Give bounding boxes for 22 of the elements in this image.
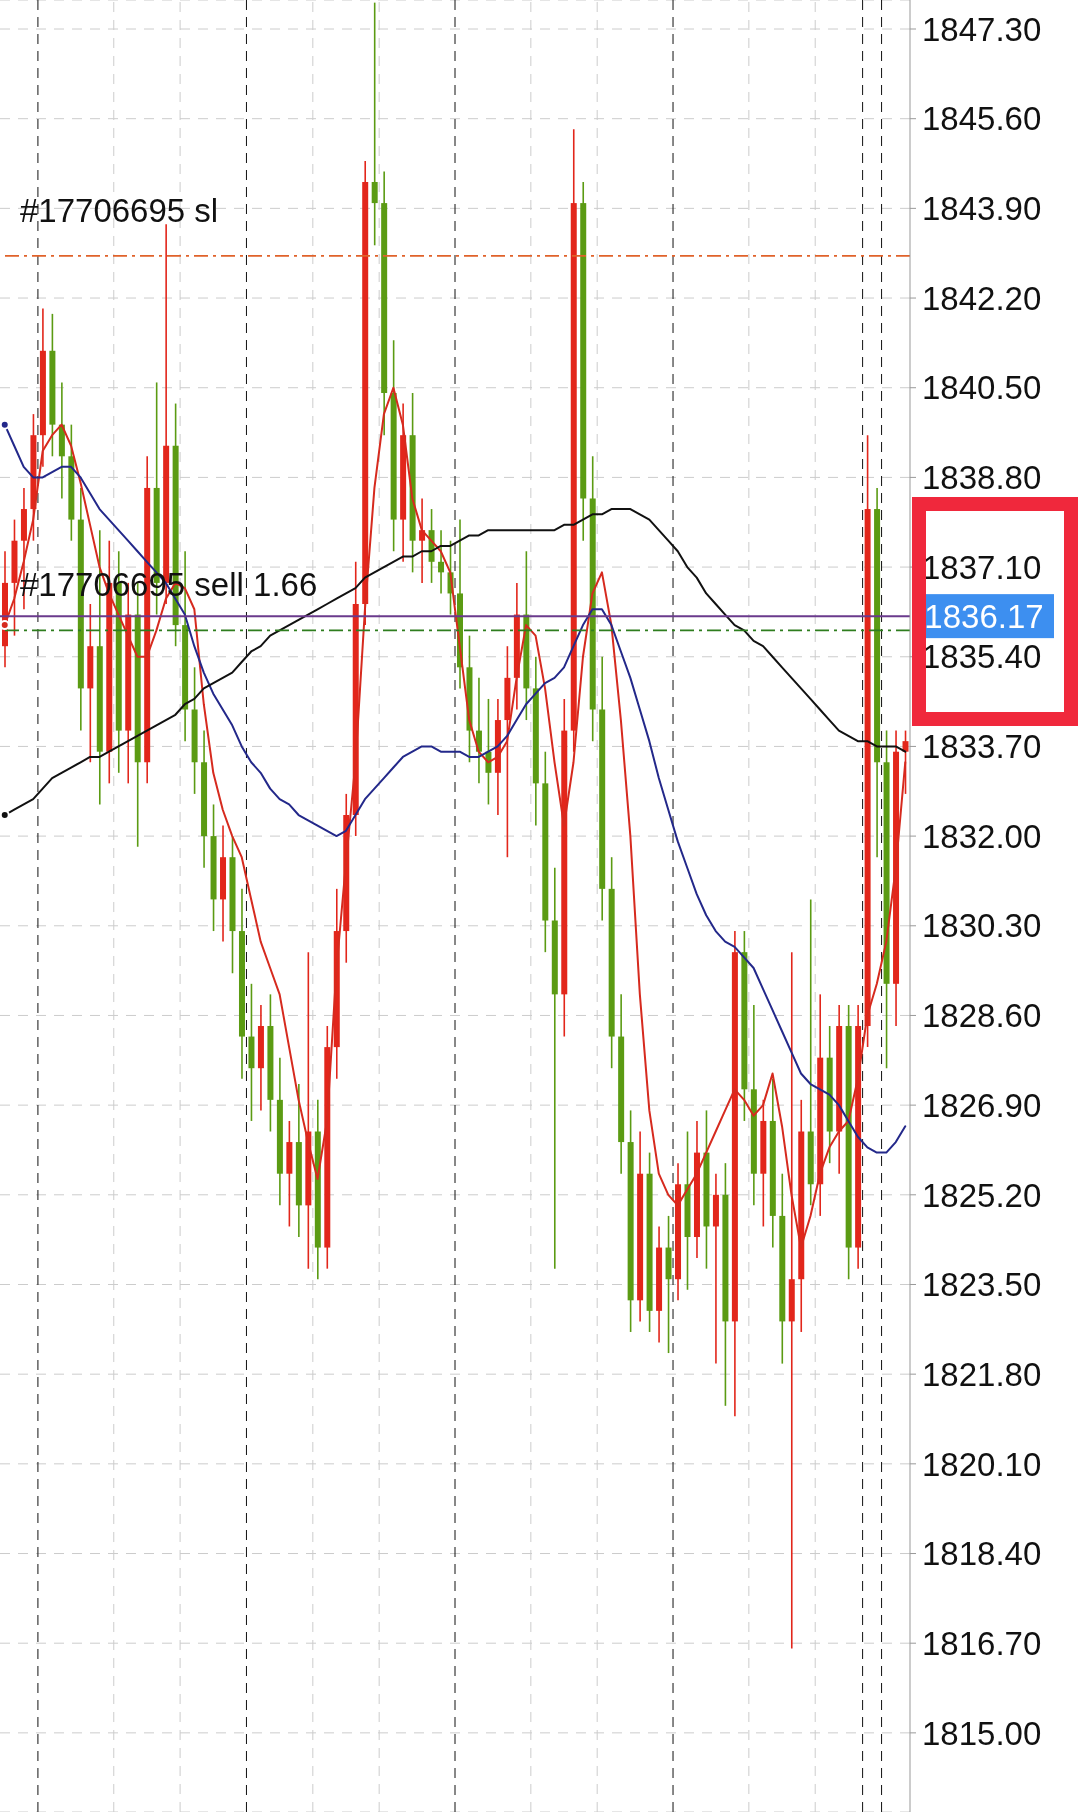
y-tick-label: 1833.70 — [922, 728, 1042, 766]
y-tick-label: 1825.20 — [922, 1176, 1042, 1214]
y-tick-label: 1816.70 — [922, 1624, 1042, 1662]
y-tick-label: 1830.30 — [922, 907, 1042, 945]
y-tick-label: 1832.00 — [922, 817, 1042, 855]
y-tick-label: 1828.60 — [922, 997, 1042, 1035]
y-tick-label: 1835.40 — [922, 638, 1042, 676]
y-tick-label: 1838.80 — [922, 459, 1042, 497]
y-tick-label: 1837.10 — [922, 548, 1042, 586]
y-tick-label: 1818.40 — [922, 1535, 1042, 1573]
y-tick-label: 1847.30 — [922, 10, 1042, 48]
y-tick-label: 1820.10 — [922, 1445, 1042, 1483]
y-tick-label: 1826.90 — [922, 1086, 1042, 1124]
y-tick-label: 1821.80 — [922, 1355, 1042, 1393]
y-tick-label: 1823.50 — [922, 1266, 1042, 1304]
ref-line-label: #17706695 sl — [20, 191, 219, 229]
y-tick-label: 1840.50 — [922, 369, 1042, 407]
ref-line-label: 1836.17 — [924, 598, 1044, 636]
y-tick-label: 1845.60 — [922, 100, 1042, 138]
y-tick-label: 1815.00 — [922, 1714, 1042, 1752]
y-tick-label: 1843.90 — [922, 190, 1042, 228]
y-tick-label: 1842.20 — [922, 279, 1042, 317]
